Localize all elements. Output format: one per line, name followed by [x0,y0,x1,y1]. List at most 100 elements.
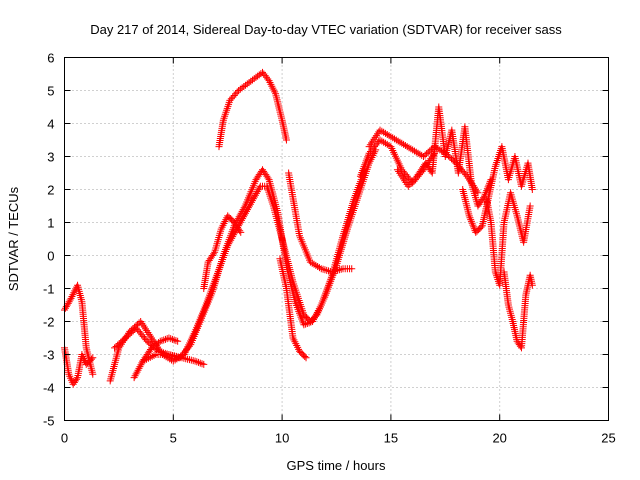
series-track-i [276,255,310,362]
data-point [200,360,208,368]
data-point [234,215,242,223]
y-axis-label: SDTVAR / TECUs [6,186,21,291]
data-point [135,364,143,372]
data-point [416,150,424,158]
data-point [328,268,336,276]
data-point [174,337,182,345]
y-tick-label: -2 [43,315,55,330]
data-point [396,138,404,146]
y-tick-label: 0 [47,249,54,264]
data-point [387,133,395,141]
data-point [198,360,206,368]
series-track-f [139,351,208,368]
grid [64,57,609,421]
data-point [146,332,154,340]
y-tick-label: 5 [47,84,54,99]
data-point [314,263,322,270]
data-point [404,182,412,190]
data-point [412,148,420,156]
data-point [237,209,245,217]
data-point [378,127,386,135]
data-point [325,267,333,275]
data-point [477,223,485,231]
data-point [380,138,388,146]
series-track-n [459,143,536,236]
data-point [528,186,536,193]
data-point [161,335,169,343]
data-point [230,91,238,99]
series-track-d [111,166,369,362]
data-point [403,143,411,151]
data-point [332,267,340,275]
series-track-o [483,189,534,289]
data-point [482,188,490,196]
data-point [392,136,400,144]
data-point [319,265,327,273]
data-point [300,321,308,329]
data-point [391,135,399,143]
x-tick-label: 20 [492,431,506,446]
x-tick-label: 5 [170,431,177,446]
data-point [166,355,174,363]
data-point [310,314,318,322]
data-point [526,202,534,210]
data-point [302,354,310,362]
data-point [248,197,256,205]
data-point [310,260,318,268]
data-point [156,337,164,345]
data-point [380,128,388,136]
data-point [467,216,475,224]
data-point [323,266,331,274]
data-point [160,336,168,344]
data-point [229,93,237,101]
data-point [410,147,418,155]
data-point [254,186,262,194]
x-tick-label: 10 [275,431,289,446]
data-point [233,88,241,96]
series-track-j [285,169,356,276]
data-point [251,191,259,199]
data-point [193,358,201,366]
data-point [253,188,261,196]
data-point [381,139,389,147]
data-point [406,181,414,189]
data-point [337,265,345,273]
data-point [317,265,325,273]
data-point [378,137,386,145]
data-point [303,319,311,327]
data-point [302,320,310,328]
data-point [383,140,391,148]
data-point [348,265,356,273]
data-point [407,179,415,187]
data-point [142,336,150,344]
data-point [252,189,260,197]
data-point [368,139,376,147]
data-point [375,138,383,146]
series-track-p [500,268,536,352]
data-point [238,207,246,215]
data-point [185,342,193,350]
data-point [334,266,342,274]
data-point [335,266,343,274]
data-point [239,206,247,214]
data-point [89,354,97,362]
data-point [161,349,169,357]
data-point [313,308,321,316]
data-point [264,75,272,83]
data-point [226,96,234,104]
y-tick-label: 3 [47,150,54,165]
data-point [316,303,324,311]
data-point [401,142,409,149]
data-point [376,136,384,144]
data-point [312,261,320,269]
data-point [409,177,417,185]
data-point [191,357,199,365]
data-point [87,355,95,363]
data-point [169,357,177,365]
data-point [72,375,80,383]
data-point [240,204,248,212]
y-tick-label: -1 [43,282,55,297]
series-track-c [106,146,380,385]
data-point [315,264,323,272]
y-tick-label: 1 [47,216,54,231]
